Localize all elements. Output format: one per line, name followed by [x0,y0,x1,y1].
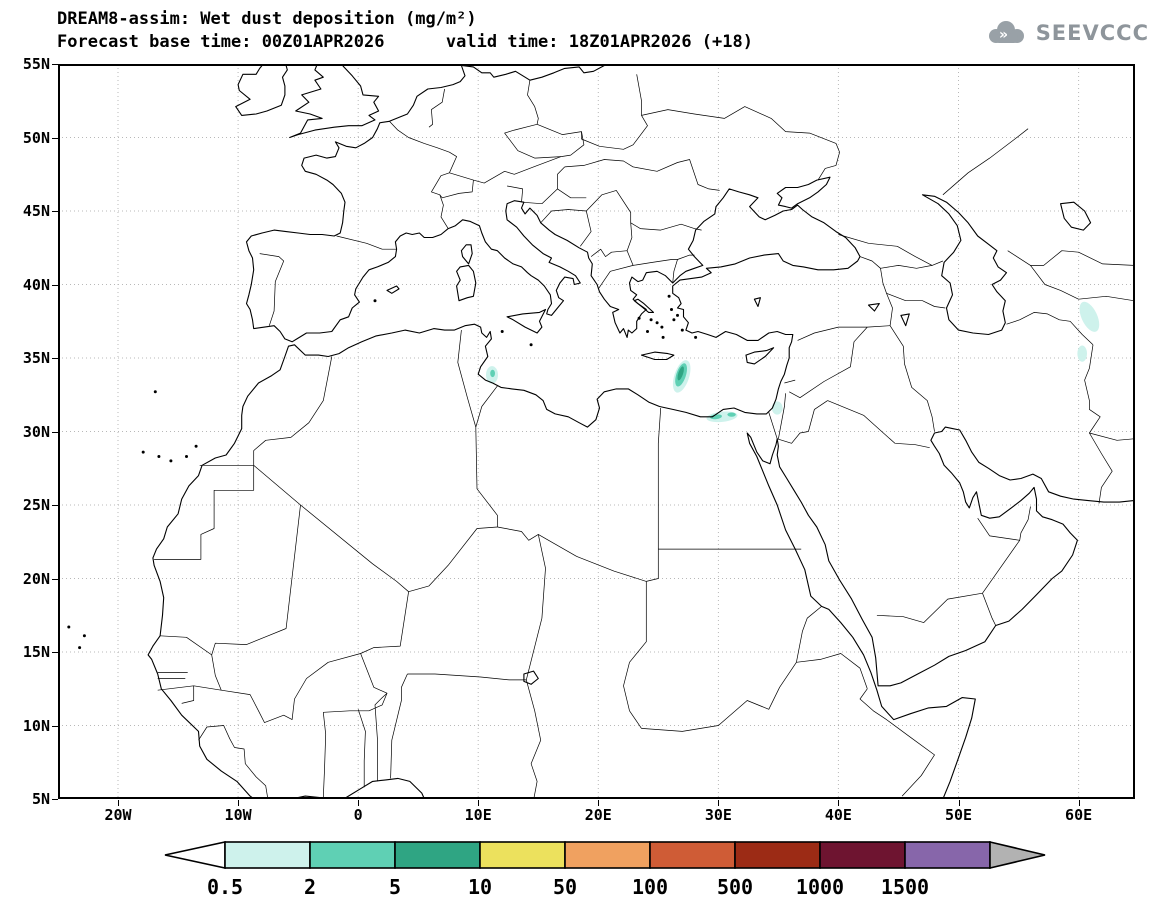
lon-tick-label-60E: 60E [1065,806,1093,824]
svg-text:10: 10 [468,875,492,899]
lat-tick-mark [52,284,58,286]
lon-tick-mark [718,800,720,806]
lat-tick-label-10N: 10N [22,716,50,735]
title-block: DREAM8-assim: Wet dust deposition (mg/m²… [57,8,753,54]
lon-tick-mark [118,800,119,806]
svg-text:2: 2 [304,875,316,899]
lat-tick-label-15N: 15N [22,643,50,661]
lat-tick-label-40N: 40N [22,275,50,294]
lon-tick-label-20E: 20E [584,806,612,824]
lon-tick-mark [838,800,840,806]
svg-text:1500: 1500 [881,875,929,899]
svg-text:0.5: 0.5 [207,875,243,899]
lon-tick-label-40E: 40E [824,806,852,824]
lat-tick-label-35N: 35N [22,349,50,367]
lon-tick-label-20W: 20W [104,806,132,824]
lat-tick-label-50N: 50N [22,128,50,147]
svg-text:5: 5 [389,875,401,899]
cloud-icon: » [988,21,1024,43]
lat-tick-label-20N: 20N [22,569,50,588]
lat-tick-mark [52,211,58,212]
svg-text:50: 50 [553,875,577,899]
chart-title: DREAM8-assim: Wet dust deposition (mg/m²… [57,9,477,29]
lon-tick-mark [478,800,480,806]
svg-text:100: 100 [632,875,668,899]
lat-tick-mark [52,64,58,65]
lat-tick-mark [52,137,58,139]
lat-tick-mark [52,725,58,727]
lat-tick-mark [52,358,58,359]
lon-tick-label-10W: 10W [224,806,252,824]
lat-tick-label-25N: 25N [22,496,50,514]
map-plot [58,64,1135,799]
lon-tick-mark [238,800,240,806]
lat-tick-mark [52,652,58,653]
lon-tick-mark [1078,800,1080,806]
logo-text: SEEVCCC [1035,21,1149,45]
lat-tick-label-55N: 55N [22,55,50,73]
lon-tick-label-10E: 10E [464,806,492,824]
lat-tick-mark [52,505,58,506]
lon-tick-mark [598,800,600,806]
chart-subtitle: Forecast base time: 00Z01APR2026 valid t… [57,31,753,52]
lat-tick-label-30N: 30N [22,422,50,441]
colorbar: 0.5 2 5 10 50 100 500 1000 1500 [164,840,1046,899]
seevccc-logo: » SEEVCCC [984,18,1149,48]
svg-text:1000: 1000 [796,875,844,899]
lon-tick-label-0: 0 [353,806,363,824]
lat-tick-label-45N: 45N [22,202,50,220]
lon-tick-mark [358,800,360,806]
svg-text:500: 500 [717,875,753,899]
lat-tick-mark [52,578,58,580]
lon-tick-label-30E: 30E [704,806,732,824]
lat-tick-mark [52,799,58,800]
lon-tick-mark [958,800,960,806]
lat-tick-mark [52,431,58,433]
lat-tick-label-5N: 5N [31,790,50,808]
lon-tick-label-50E: 50E [944,806,973,824]
latitude-axis: 5N 10N 15N 20N 25N 30N 35N 40N 45N 50N 55N [2,0,52,907]
svg-text:»: » [999,27,1008,43]
